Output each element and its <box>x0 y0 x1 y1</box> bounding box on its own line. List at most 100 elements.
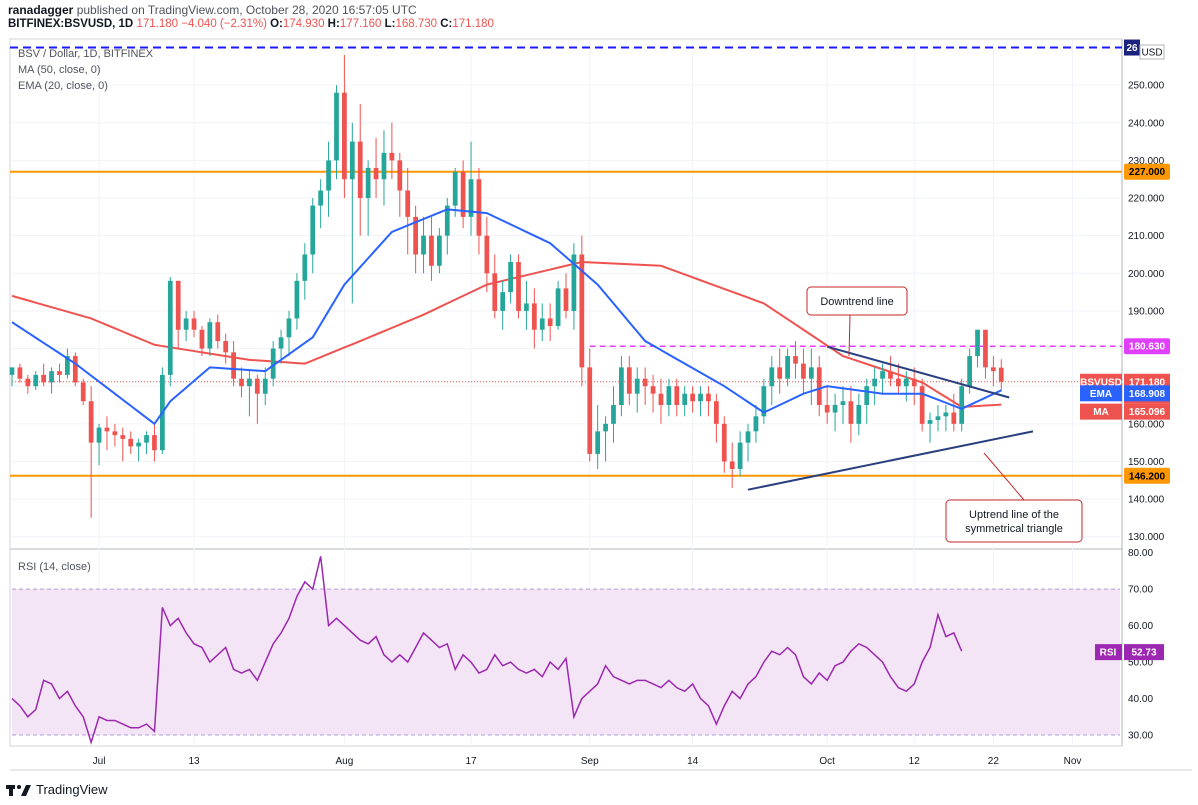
currency-box[interactable] <box>1139 44 1165 60</box>
candle-body[interactable] <box>104 427 110 432</box>
candle-body[interactable] <box>357 141 363 199</box>
candle-body[interactable] <box>500 292 506 311</box>
candle-body[interactable] <box>626 367 632 394</box>
candle-body[interactable] <box>848 401 854 424</box>
candle-body[interactable] <box>737 442 743 469</box>
candle-body[interactable] <box>579 254 585 368</box>
rsi-line[interactable] <box>11 556 963 745</box>
candle-body[interactable] <box>72 356 78 383</box>
candle-body[interactable] <box>175 280 181 330</box>
candle-body[interactable] <box>41 374 47 383</box>
candle-body[interactable] <box>65 356 70 375</box>
candle-body[interactable] <box>96 427 102 443</box>
candle-body[interactable] <box>405 190 411 217</box>
candle-body[interactable] <box>207 322 213 349</box>
candle-body[interactable] <box>951 412 957 424</box>
candle-body[interactable] <box>373 167 379 180</box>
candle-body[interactable] <box>808 367 814 379</box>
candle-body[interactable] <box>785 356 790 379</box>
candle-body[interactable] <box>888 371 893 379</box>
candle-body[interactable] <box>919 386 925 424</box>
candle-body[interactable] <box>397 160 403 191</box>
candle-body[interactable] <box>429 235 434 266</box>
candle-body[interactable] <box>49 371 54 383</box>
candle-body[interactable] <box>294 280 300 319</box>
annotation-box-downtrend[interactable] <box>806 286 908 316</box>
candle-body[interactable] <box>603 423 608 432</box>
candle-body[interactable] <box>436 235 442 266</box>
candle-body[interactable] <box>975 329 980 357</box>
candle-body[interactable] <box>547 318 553 326</box>
candle-body[interactable] <box>793 356 798 364</box>
candle-body[interactable] <box>713 401 719 424</box>
candle-body[interactable] <box>120 435 126 439</box>
candle-body[interactable] <box>682 393 688 406</box>
candle-body[interactable] <box>927 420 933 424</box>
candle-body[interactable] <box>619 367 624 406</box>
candle-body[interactable] <box>508 262 513 293</box>
candle-body[interactable] <box>911 378 917 387</box>
candle-body[interactable] <box>571 254 577 311</box>
candle-body[interactable] <box>698 393 703 402</box>
candle-body[interactable] <box>983 329 988 368</box>
candle-body[interactable] <box>310 205 316 255</box>
candle-body[interactable] <box>998 367 1004 382</box>
candle-body[interactable] <box>239 378 244 387</box>
ema20-line[interactable] <box>11 208 1002 426</box>
candle-body[interactable] <box>381 152 387 180</box>
candle-body[interactable] <box>444 205 450 236</box>
candle-body[interactable] <box>555 288 561 326</box>
candle-body[interactable] <box>215 322 221 342</box>
candle-body[interactable] <box>832 405 838 413</box>
candle-body[interactable] <box>183 318 189 330</box>
candle-body[interactable] <box>516 262 521 311</box>
candle-body[interactable] <box>326 160 331 191</box>
candle-body[interactable] <box>365 167 371 199</box>
candle-body[interactable] <box>745 431 751 443</box>
candle-body[interactable] <box>25 378 31 387</box>
candle-body[interactable] <box>690 393 696 402</box>
candle-body[interactable] <box>531 303 537 330</box>
candle-body[interactable] <box>334 92 339 161</box>
candle-body[interactable] <box>642 378 648 387</box>
candle-body[interactable] <box>824 405 830 413</box>
candle-body[interactable] <box>460 171 466 217</box>
candle-body[interactable] <box>666 386 672 406</box>
candle-body[interactable] <box>452 171 458 206</box>
candle-body[interactable] <box>634 378 640 394</box>
candle-body[interactable] <box>484 235 490 274</box>
candle-body[interactable] <box>80 382 86 402</box>
candle-body[interactable] <box>753 416 759 432</box>
candle-body[interactable] <box>595 431 601 454</box>
candle-body[interactable] <box>199 329 205 349</box>
candle-body[interactable] <box>191 318 197 330</box>
candle-body[interactable] <box>421 235 426 255</box>
downtrend-line[interactable] <box>826 345 1010 399</box>
candle-body[interactable] <box>761 386 767 417</box>
annotation-box-uptrend[interactable] <box>945 499 1083 543</box>
candle-body[interactable] <box>247 378 252 387</box>
candle-body[interactable] <box>524 303 529 311</box>
candle-body[interactable] <box>587 367 593 454</box>
candle-body[interactable] <box>777 367 783 379</box>
candle-body[interactable] <box>262 378 268 394</box>
candle-body[interactable] <box>167 280 173 375</box>
uptrend-line[interactable] <box>747 430 1034 491</box>
candle-body[interactable] <box>903 378 909 387</box>
candle-body[interactable] <box>476 179 482 236</box>
candle-body[interactable] <box>896 378 901 387</box>
candle-body[interactable] <box>729 461 735 469</box>
candle-body[interactable] <box>563 288 569 311</box>
candle-body[interactable] <box>112 431 118 436</box>
candle-body[interactable] <box>943 412 949 417</box>
candle-body[interactable] <box>57 371 62 375</box>
candle-body[interactable] <box>270 348 276 379</box>
candle-body[interactable] <box>856 405 862 424</box>
candle-body[interactable] <box>864 386 870 406</box>
candle-body[interactable] <box>302 254 308 281</box>
candle-body[interactable] <box>468 179 474 217</box>
candle-body[interactable] <box>674 386 680 406</box>
candle-body[interactable] <box>286 318 292 338</box>
candle-body[interactable] <box>254 378 260 394</box>
